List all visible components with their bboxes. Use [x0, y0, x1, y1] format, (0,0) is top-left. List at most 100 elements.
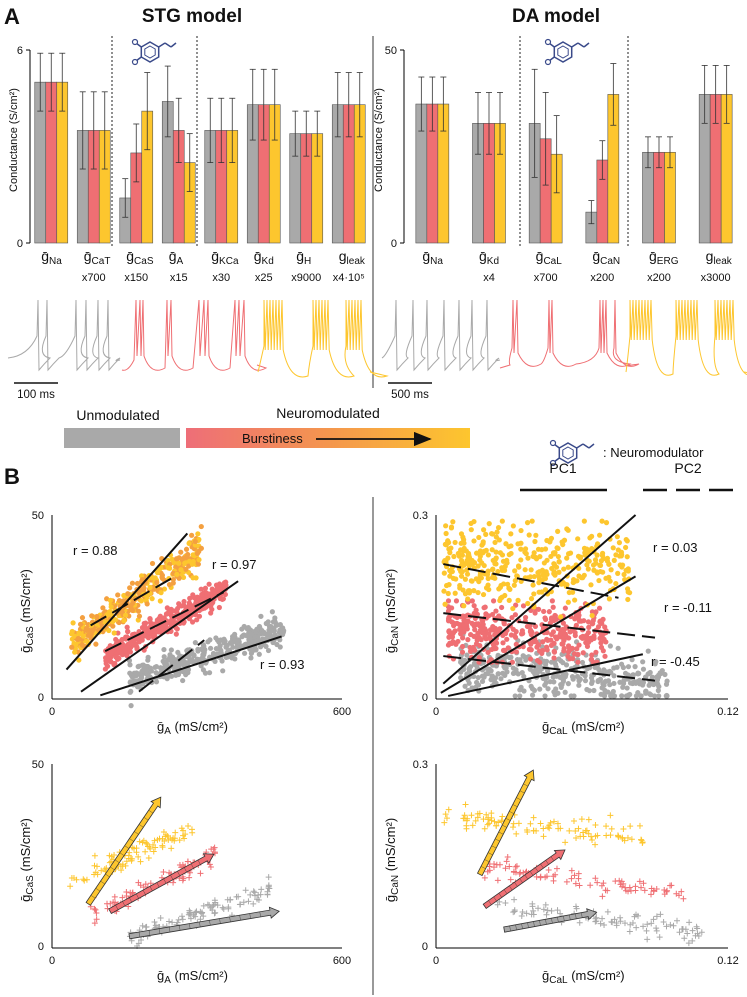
scatter-point: [591, 567, 597, 573]
trajectory-marker: [510, 820, 517, 827]
scatter-point: [244, 626, 250, 632]
scatter-point: [558, 614, 564, 620]
scatter-point: [268, 623, 274, 630]
scatter-point: [115, 630, 121, 636]
y-axis-label: ḡCaN (mS/cm²): [383, 569, 401, 653]
trajectory-marker: [576, 919, 583, 926]
scatter-point: [459, 649, 466, 655]
scatter-point: [459, 643, 466, 650]
arrow-hatch: [129, 897, 133, 903]
scatter-point: [497, 626, 503, 632]
arrow-hatch: [148, 930, 151, 936]
trajectory-marker: [247, 891, 254, 898]
arrow-hatch: [487, 852, 493, 856]
scatter-point: [545, 651, 552, 657]
trajectory-marker: [572, 880, 579, 887]
scatter-point: [129, 607, 136, 613]
scatter-point: [539, 622, 545, 628]
scatter-point: [552, 661, 559, 667]
trajectory-marker: [211, 849, 218, 856]
scatter-point: [590, 562, 597, 568]
trajectory-marker: [108, 858, 115, 865]
trajectory-marker: [168, 845, 175, 852]
voltage-trace: [257, 299, 389, 378]
scatter-point: [103, 660, 109, 667]
scatter-point: [532, 610, 538, 616]
scatter-point: [598, 691, 604, 697]
scatter-point: [196, 557, 202, 563]
scatter-point: [480, 591, 487, 598]
trajectory-marker: [621, 837, 628, 844]
stg-title: STG model: [142, 6, 242, 27]
trajectory-marker: [518, 912, 525, 919]
scatter-point: [532, 538, 538, 545]
scatter-point: [201, 643, 207, 649]
trajectory-marker: [594, 879, 601, 886]
scatter-point: [493, 549, 499, 555]
scatter-point: [461, 603, 467, 609]
scatter-point: [462, 576, 468, 582]
trajectory-marker: [555, 825, 562, 832]
scatter-point: [458, 557, 465, 564]
scatter-point: [458, 631, 464, 637]
trajectory-marker: [648, 920, 655, 927]
scatter-point: [611, 557, 617, 563]
scatter-point: [536, 606, 542, 612]
scatter-point: [550, 550, 557, 556]
scatter-point: [190, 575, 196, 581]
scatter-point: [593, 649, 599, 655]
scatter-point: [580, 575, 586, 581]
scatter-point: [497, 584, 503, 590]
voltage-trace: [121, 299, 268, 371]
scatter-point: [514, 573, 520, 579]
scatter-point: [475, 682, 482, 688]
scatter-point: [542, 682, 548, 688]
trajectory-marker: [179, 913, 186, 920]
scatter-point: [485, 582, 491, 588]
scatter-point: [77, 621, 84, 627]
arrow-hatch: [110, 866, 115, 871]
da-scale-label: 500 ms: [391, 389, 429, 401]
scatter-point: [597, 635, 603, 641]
scatter-point: [656, 683, 662, 690]
scatter-point: [528, 596, 535, 602]
scatter-point: [464, 652, 470, 658]
trajectory-marker: [615, 833, 622, 840]
scatter-point: [269, 609, 275, 615]
trajectory-marker: [200, 902, 207, 909]
scatter-point: [584, 562, 590, 568]
trajectory-marker: [150, 848, 157, 855]
scatter-point: [178, 603, 184, 609]
trajectory-marker: [98, 867, 105, 874]
scatter-point: [519, 669, 525, 676]
da-bar-ylabel: Conductance (S/cm²): [373, 88, 385, 192]
scatter-point: [586, 624, 592, 630]
scatter-point: [535, 546, 542, 552]
trajectory-marker: [542, 901, 549, 908]
trajectory-marker: [563, 878, 570, 885]
scatter-point: [521, 688, 527, 694]
trajectory-marker: [667, 921, 674, 928]
scatter-point: [506, 585, 512, 591]
scatter-point: [562, 605, 568, 611]
trajectory-marker: [604, 887, 611, 894]
scatter-point: [556, 569, 562, 575]
scatter-point: [541, 560, 547, 566]
trajectory-marker: [577, 833, 584, 840]
trajectory-marker: [481, 825, 488, 832]
pc1-line: [442, 514, 637, 685]
arrow-hatch: [170, 874, 174, 880]
arrow-hatch: [529, 871, 534, 876]
scatter-point: [539, 650, 545, 657]
scatter-point: [108, 650, 114, 656]
trajectory-marker: [197, 916, 204, 923]
scatter-point: [536, 642, 542, 648]
scatter-point: [605, 678, 612, 684]
y-tick-label: 0: [422, 692, 428, 704]
scatter-point: [493, 608, 499, 614]
scatter-point: [208, 610, 214, 616]
scatter-point: [531, 591, 537, 597]
scatter-point: [531, 573, 537, 580]
scatter-point: [247, 632, 253, 639]
trajectory-marker: [611, 916, 618, 923]
